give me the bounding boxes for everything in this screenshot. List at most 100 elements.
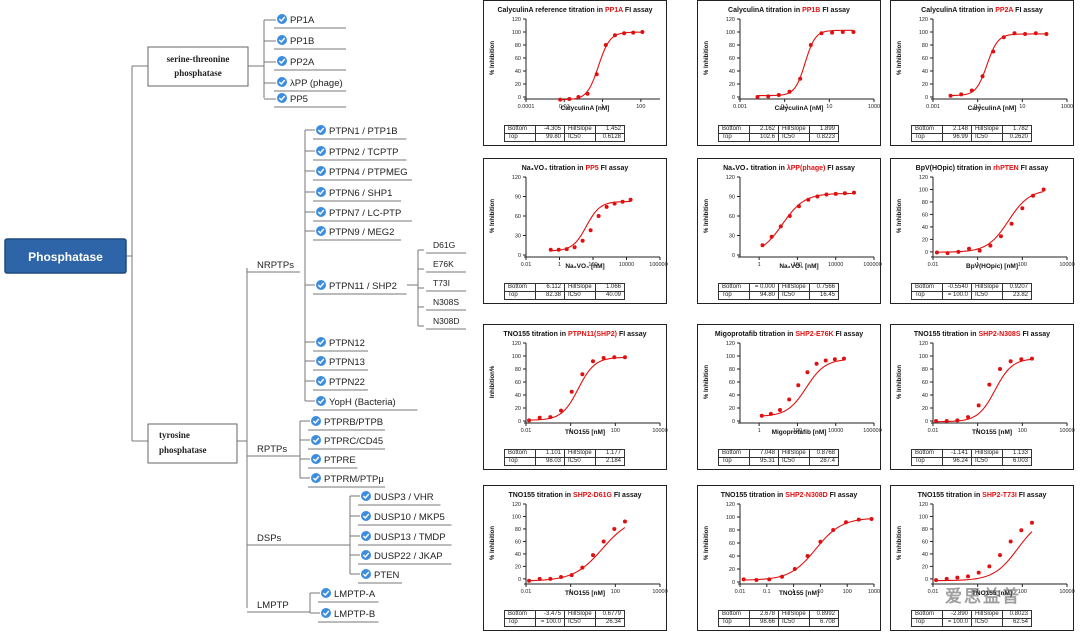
tyrosine-node[interactable]: tyrosine phosphatase — [147, 423, 238, 464]
x-tick-label: 1000000 — [649, 262, 668, 268]
data-point — [815, 194, 820, 199]
stats-cell: Bottom — [911, 610, 943, 619]
data-point — [1029, 356, 1034, 361]
x-tick-label: 10000 — [1059, 262, 1074, 268]
data-point — [842, 191, 847, 196]
tree-leaf[interactable]: PP1A — [274, 14, 346, 29]
stats-row: Bottom 1.101 HillSlope 1.177 — [504, 449, 625, 458]
shp2-mutant-label[interactable]: N308S — [433, 297, 459, 307]
leaf-label: DUSP10 / MKP5 — [374, 512, 445, 523]
root-node-phosphatase[interactable]: Phosphatase — [4, 238, 127, 274]
stats-row: Top 98.66 IC50 6.708 — [718, 618, 839, 627]
stats-cell: HillSlope — [564, 610, 596, 619]
chart-title: Na₃VO₄ titration in λPP(phage) FI assay — [698, 165, 880, 172]
stats-cell: Bottom — [504, 125, 536, 134]
data-point — [819, 31, 824, 36]
x-tick-label: 1 — [976, 589, 979, 595]
tree-leaf[interactable]: PTPN11 / SHP2 — [313, 280, 407, 295]
chart-title-target: SHP2-E76K — [795, 331, 834, 338]
chart-title-post: FI assay — [1020, 331, 1051, 338]
shp2-mutant-label[interactable]: T73I — [433, 278, 450, 288]
serine-threonine-node[interactable]: serine-threonine phosphatase — [147, 46, 249, 87]
data-point — [1019, 528, 1024, 533]
y-tick-label: 100 — [726, 30, 735, 36]
shp2-mutant-label[interactable]: E76K — [433, 259, 454, 269]
group-nrptps[interactable]: NRPTPs — [257, 260, 294, 271]
tree-leaf[interactable]: PTPN6 / SHP1 — [313, 187, 401, 202]
shp2-mutant-label[interactable]: D61G — [433, 240, 455, 250]
tree-leaf[interactable]: PP1B — [274, 35, 346, 50]
tree-leaf[interactable]: LMPTP-A — [318, 588, 379, 603]
data-point — [569, 573, 574, 578]
tree-leaf[interactable]: PTPRM/PTPμ — [308, 473, 385, 488]
group-rptps[interactable]: RPTPs — [257, 444, 287, 455]
stats-row: Bottom 2.162 HillSlope 1.899 — [718, 125, 839, 134]
data-point — [596, 214, 601, 218]
data-point — [787, 397, 792, 402]
stats-cell: 1.133 — [1002, 449, 1032, 458]
y-tick-label: 0 — [925, 419, 928, 425]
data-point — [564, 247, 569, 252]
shp2-mutant-label[interactable]: N308D — [433, 316, 459, 326]
x-tick-label: 0.01 — [521, 262, 532, 268]
data-point — [1020, 206, 1025, 211]
tree-leaf[interactable]: PTPN1 / PTP1B — [313, 125, 407, 140]
stats-cell: Top — [718, 133, 750, 142]
y-tick-label: 120 — [512, 502, 521, 508]
data-point — [585, 91, 590, 96]
tree-leaf[interactable]: PTPN2 / TCPTP — [313, 146, 407, 161]
x-tick-label: 100 — [1018, 262, 1027, 268]
tree-leaf[interactable]: PTPN4 / PTPMEG — [313, 166, 412, 181]
stats-row: Bottom -3.475 HillSlope 0.6779 — [504, 610, 625, 619]
tree-leaf[interactable]: λPP (phage) — [274, 77, 346, 92]
group-dsps[interactable]: DSPs — [257, 533, 282, 544]
data-point — [987, 564, 992, 569]
chart-panel: Migoprotafib titration in SHP2-E76K FI a… — [697, 324, 882, 470]
tree-leaf[interactable]: PP2A — [274, 56, 346, 71]
tree-leaf[interactable]: DUSP10 / MKP5 — [358, 511, 452, 526]
data-point — [808, 43, 813, 47]
check-icon — [322, 590, 330, 597]
stats-cell: 16.45 — [809, 291, 839, 300]
x-tick-label: 0.0001 — [518, 104, 535, 110]
tree-leaf[interactable]: DUSP3 / VHR — [358, 491, 441, 506]
tree-leaf[interactable]: PTPN22 — [313, 376, 368, 391]
tree-leaf[interactable]: PTPRB/PTPB — [308, 416, 385, 431]
serine-label: serine-threonine — [167, 54, 230, 64]
data-point — [622, 31, 627, 36]
tree-leaf[interactable]: PTPRE — [308, 454, 358, 469]
fit-curve — [950, 33, 1047, 97]
y-axis-label: % Inhibition — [704, 365, 710, 399]
y-tick-label: 60 — [922, 212, 928, 218]
tree-leaf[interactable]: PTPN9 / MEG2 — [313, 226, 401, 241]
check-icon — [311, 416, 321, 426]
tree-leaf[interactable]: PTPN13 — [313, 356, 368, 371]
chart-title-target: SHP2-N308D — [785, 492, 828, 499]
tree-leaf[interactable]: PTPN7 / LC-PTP — [313, 207, 412, 222]
tree-leaf[interactable]: PTEN — [358, 569, 402, 584]
check-icon — [312, 437, 320, 444]
stats-cell: 6.112 — [535, 283, 565, 292]
tree-leaf[interactable]: DUSP22 / JKAP — [358, 550, 452, 565]
stats-cell: 82.38 — [535, 291, 565, 300]
y-tick-label: 120 — [726, 341, 735, 347]
tree-leaf[interactable]: YopH (Bacteria) — [313, 396, 418, 411]
tree-leaf[interactable]: PTPRC/CD45 — [308, 435, 385, 450]
tree-leaf[interactable]: LMPTP-B — [318, 608, 379, 623]
y-tick-label: 80 — [729, 367, 735, 373]
y-tick-label: 0 — [732, 95, 735, 101]
x-tick-label: 0.01 — [559, 104, 570, 110]
data-point — [1001, 35, 1006, 40]
y-tick-label: 30 — [729, 234, 735, 240]
chart-plot: 0 20 40 60 80 100 120 0.001 0.1 10 1000 — [726, 17, 880, 110]
stats-cell: HillSlope — [778, 610, 810, 619]
tree-leaf[interactable]: DUSP13 / TMDP — [358, 531, 452, 546]
group-lmptp[interactable]: LMPTP — [257, 600, 289, 611]
chart-title-target: SHP2-T73I — [982, 492, 1017, 499]
data-point — [948, 93, 953, 98]
data-point — [998, 367, 1002, 371]
stats-row: Bottom 2.148 HillSlope 1.782 — [911, 125, 1032, 134]
y-axis-label: Inhibition% — [490, 365, 496, 399]
tree-leaf[interactable]: PTPN12 — [313, 337, 368, 352]
tree-leaf[interactable]: PP5 — [274, 93, 346, 108]
